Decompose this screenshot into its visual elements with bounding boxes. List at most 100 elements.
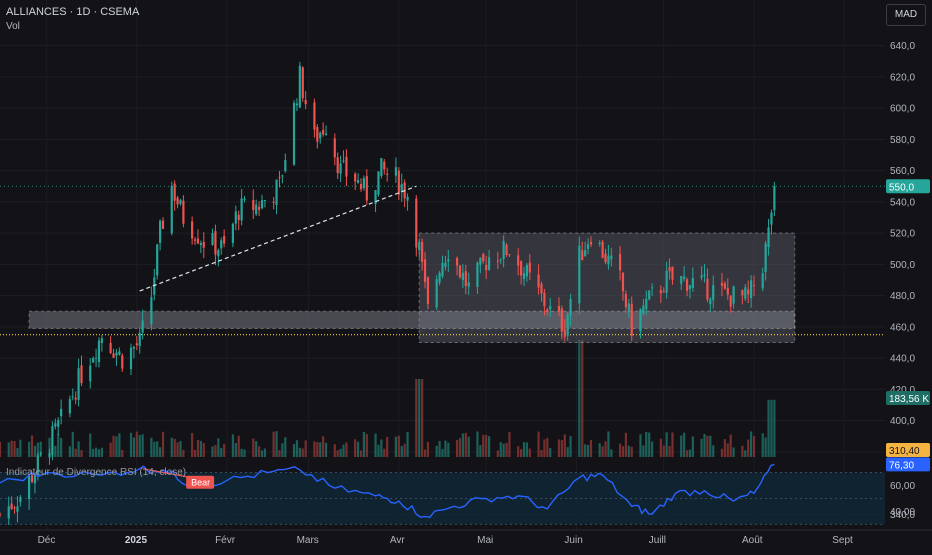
volume-bar [709,435,712,457]
candle-body [92,358,95,363]
volume-bar [237,435,240,457]
volume-bar [217,438,220,457]
volume-bar [560,440,563,457]
volume-bar [322,436,325,457]
price-tick-label: 620,0 [890,72,915,83]
volume-bar [418,379,421,457]
volume-bar [214,445,217,457]
volume-indicator-label[interactable]: Vol [6,21,20,32]
volume-bar [68,446,71,457]
candle-body [380,158,383,177]
candle-body [19,497,22,503]
candle-body [377,171,380,195]
volume-bar [528,448,531,457]
candle-body [39,453,42,455]
candle-body [621,272,625,292]
volume-bar [211,446,214,457]
volume-bar [260,450,264,457]
volume-bar [121,449,124,457]
candle-body [223,236,226,244]
candle-body [193,239,197,241]
price-tick-label: 540,0 [890,197,915,208]
volume-bar [182,449,185,457]
candle-body [630,303,633,336]
volume-bar [752,435,756,457]
volume-bar [680,435,683,457]
volume-bar [624,432,627,457]
time-label: Juin [564,535,582,546]
candle-body [543,292,546,307]
candle-body [383,161,386,170]
volume-bar [720,448,724,457]
price-tick-label: 560,0 [890,166,915,177]
candle-body [426,277,430,305]
candle-body [549,306,552,310]
volume-bar [313,441,316,457]
volume-bar [505,442,508,457]
candle-body [100,338,103,343]
volume-bar [115,436,118,457]
candle-body [121,355,124,369]
candle-body [80,365,83,384]
volume-bar [150,437,153,457]
candle-body [589,241,593,245]
candle-body [645,298,648,310]
candle-body [342,160,345,162]
candle-body [176,197,179,205]
time-label: Mars [297,535,319,546]
symbol-header[interactable]: ALLIANCES · 1D · CSEMA [6,6,139,18]
volume-bar [627,445,630,457]
volume-bar [639,434,642,457]
volume-bar [336,450,339,457]
currency-button[interactable]: MAD [886,4,926,26]
volume-bar [467,436,470,457]
volume-bar [706,435,709,457]
candle-body [179,199,182,204]
time-label: Juill [649,535,666,546]
volume-bar [298,447,301,457]
rsi-indicator-title[interactable]: Indicateur de Divergence RSI (14, close) [6,467,187,478]
candle-body [581,250,584,261]
time-label: Sept [832,535,853,546]
candle-body [54,423,57,427]
candle-body [520,261,523,276]
volume-bar [598,443,601,457]
volume-bar [732,447,735,457]
volume-bar [397,435,400,457]
candle-body [28,475,31,500]
candle-body [118,351,121,355]
volume-bar [522,442,526,457]
candle-body [304,99,307,105]
price-tick-label: 460,0 [890,322,915,333]
volume-bar [377,444,380,457]
candle-body [706,278,709,300]
rsi-value-badge: 76,30 [889,460,914,471]
volume-bar [767,399,770,457]
candle-body [712,285,715,301]
volume-bar [648,432,651,457]
candle-body [528,262,531,273]
time-label: Avr [390,535,405,546]
volume-bar [458,438,462,457]
volume-bar [563,434,566,457]
candle-body [578,245,581,304]
volume-bar [243,449,246,457]
price-tick-label: 420,0 [890,385,915,396]
volume-bar [520,449,523,457]
candle-body [156,244,159,276]
last-price-badge-bg [886,179,930,194]
rsi-tick-label: 60,00 [890,481,915,492]
candle-body [89,365,92,382]
volume-bar [275,431,278,457]
volume-bar [362,432,365,457]
volume-bar [258,446,261,457]
candle-body [540,283,543,294]
candle-body [301,67,304,99]
candle-body [199,243,202,246]
candle-body [243,198,246,200]
volume-bar [339,448,342,457]
rsi-tick-label: 40,00 [890,507,915,518]
candle-body [464,271,467,286]
